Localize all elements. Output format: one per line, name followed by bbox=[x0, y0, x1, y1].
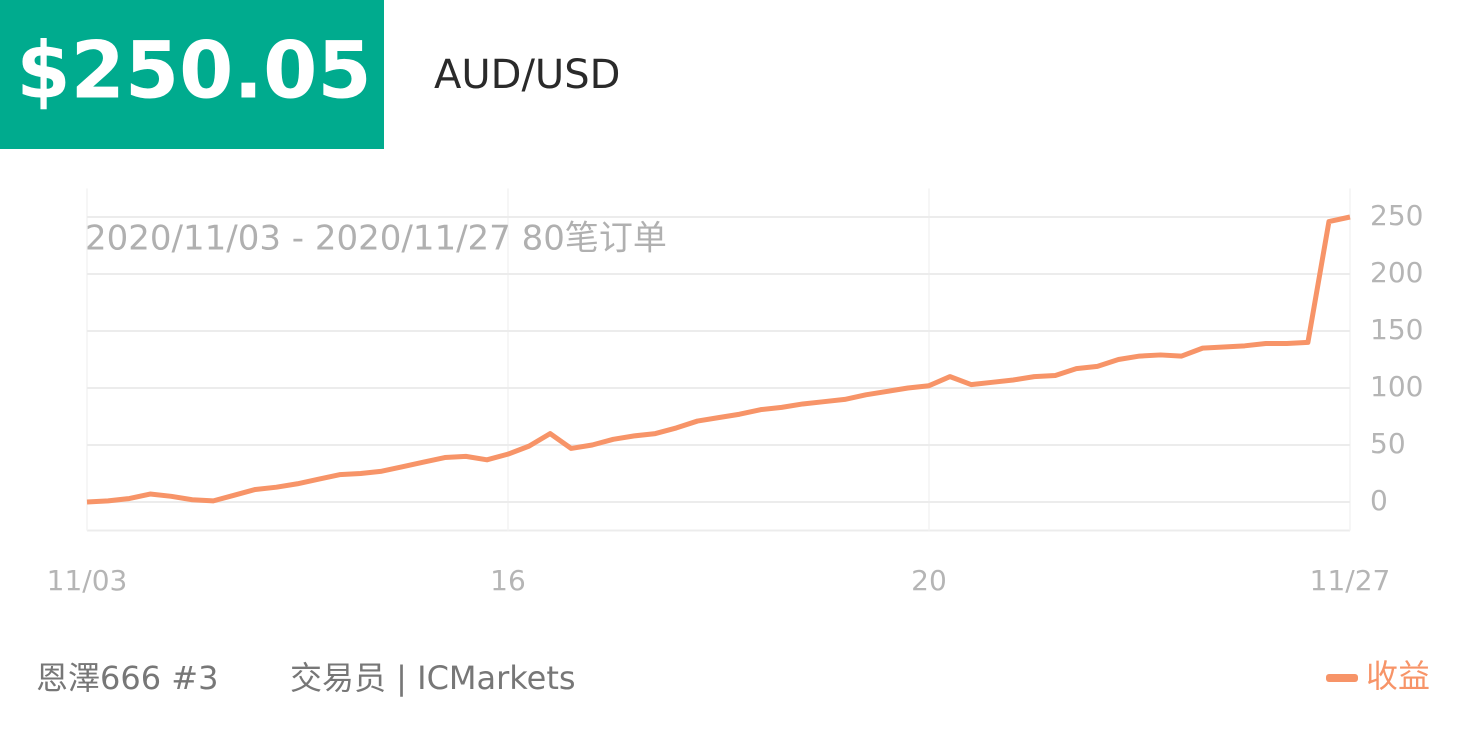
price-badge bbox=[0, 0, 384, 149]
series-line bbox=[86, 214, 1351, 505]
x-tick-label: 11/27 bbox=[1310, 564, 1391, 597]
price: $250.05 bbox=[16, 26, 371, 116]
y-tick-label: 0 bbox=[1370, 484, 1388, 517]
x-tick-label: 11/03 bbox=[47, 564, 128, 597]
account: 恩澤666 #3 bbox=[36, 659, 218, 697]
x-tick-label: 16 bbox=[490, 564, 526, 597]
broker: 交易员 | ICMarkets bbox=[290, 659, 576, 697]
legend-swatch bbox=[1326, 674, 1358, 682]
chart-subtitle: 2020/11/03 - 2020/11/27 80笔订单 bbox=[85, 219, 667, 259]
x-tick-label: 20 bbox=[911, 564, 947, 597]
y-tick-label: 150 bbox=[1370, 313, 1423, 346]
legend-label: 收益 bbox=[1366, 657, 1430, 695]
y-tick-label: 200 bbox=[1370, 256, 1423, 289]
y-tick-label: 50 bbox=[1370, 427, 1406, 460]
symbol: AUD/USD bbox=[434, 52, 620, 98]
y-tick-label: 250 bbox=[1370, 199, 1423, 232]
y-tick-label: 100 bbox=[1370, 370, 1423, 403]
